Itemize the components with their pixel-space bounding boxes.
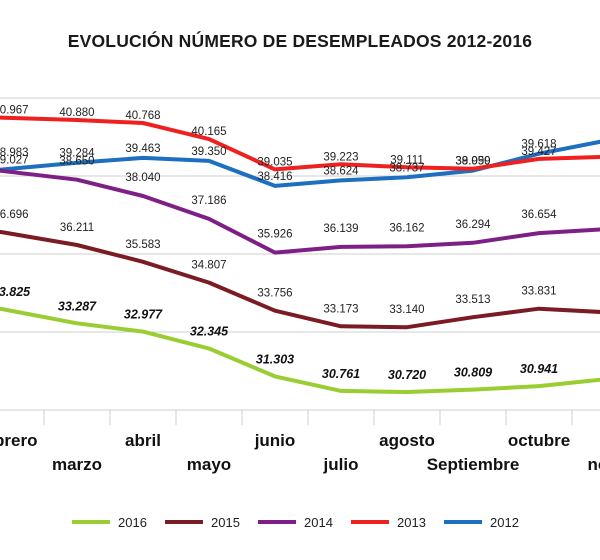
x-tick-label: ebrero (0, 431, 37, 450)
data-label-2013: 39.059 (455, 156, 490, 168)
series-lines (0, 115, 600, 394)
data-label-2015: 33.513 (455, 294, 490, 306)
data-label-2015: 36.211 (60, 222, 94, 234)
series-line-2013 (0, 115, 600, 172)
legend-label-2013: 2013 (397, 515, 426, 530)
data-label-2013: 40.967 (0, 105, 29, 117)
data-label-2013: 40.768 (125, 110, 160, 122)
data-label-2014: 36.162 (389, 222, 424, 234)
x-axis-labels: ebrero marzo abril mayo junio julio agosto Sept… (0, 431, 600, 474)
data-label-2013: 40.880 (59, 107, 94, 119)
data-label-2016: 30.941 (520, 362, 558, 376)
legend-label-2015: 2015 (211, 515, 240, 530)
data-label-2015: 33.140 (389, 304, 424, 316)
data-label-2014: 38.650 (59, 156, 94, 168)
legend-label-2012: 2012 (490, 515, 519, 530)
x-tick-label: octubre (508, 431, 570, 450)
data-label-2014: 35.926 (257, 229, 292, 241)
data-label-2012: 39.618 (521, 139, 556, 151)
data-label-2013: 40.165 (191, 126, 226, 138)
data-label-2014: 36.294 (455, 219, 491, 231)
data-label-2012: 38.416 (257, 171, 292, 183)
data-label-2016: 30.809 (454, 366, 492, 380)
x-tick-label: junio (254, 431, 296, 450)
data-label-2016: 31.303 (256, 352, 294, 366)
data-label-2014: 36.654 (521, 209, 557, 221)
x-tick-label: Septiembre (427, 455, 520, 474)
data-label-2015: 36.696 (0, 209, 29, 221)
data-label-2016: 30.720 (388, 368, 426, 382)
x-tick-label: novi (588, 455, 600, 474)
x-tick-label: agosto (379, 431, 435, 450)
data-label-2016: 33.287 (58, 299, 97, 313)
data-label-2016: 30.761 (322, 367, 360, 381)
data-label-2015: 33.173 (323, 303, 358, 315)
legend-label-2014: 2014 (304, 515, 333, 530)
x-tick-label: mayo (187, 455, 231, 474)
data-label-2012: 38.737 (389, 162, 424, 174)
series-line-2014 (0, 168, 600, 255)
data-label-2016: 32.977 (124, 308, 163, 322)
data-label-2014: 37.186 (191, 195, 226, 207)
data-label-2014: 38.983 (0, 147, 29, 159)
data-label-2015: 33.756 (257, 288, 292, 300)
legend-label-2016: 2016 (118, 515, 147, 530)
gridlines (0, 97, 600, 425)
data-label-2013: 39.223 (323, 151, 358, 163)
series-line-2015 (0, 230, 600, 330)
series-line-2016 (0, 306, 600, 394)
data-label-2012: 39.350 (191, 146, 226, 158)
data-label-2016: 33.825 (0, 285, 31, 299)
data-label-2013: 39.111 (390, 154, 423, 166)
data-label-2013: 39.035 (257, 156, 292, 168)
data-label-2016: 32.345 (190, 325, 229, 339)
x-tick-label: abril (125, 431, 161, 450)
data-label-2014: 38.040 (125, 172, 160, 184)
legend: 2016 2015 2014 2013 2012 (72, 515, 519, 530)
data-label-2015: 35.583 (125, 239, 160, 251)
data-label-2015: 34.807 (191, 260, 226, 272)
x-tick-label: marzo (52, 455, 102, 474)
data-label-2012: 38.624 (323, 165, 359, 177)
data-label-2013: 39.427 (521, 146, 556, 158)
data-label-2015: 33.831 (521, 286, 556, 298)
data-label-2012: 39.463 (125, 143, 160, 155)
data-labels: 33.825 33.287 32.977 32.345 31.303 30.761 30.7… (0, 105, 558, 382)
data-label-2012: 39.027 (0, 155, 29, 167)
data-label-2012: 38.990 (455, 156, 490, 168)
data-label-2014: 36.139 (323, 223, 358, 235)
chart-title: EVOLUCIÓN NÚMERO DE DESEMPLEADOS 2012-20… (68, 30, 533, 51)
x-tick-label: julio (323, 455, 359, 474)
data-label-2012: 39.284 (59, 148, 95, 160)
